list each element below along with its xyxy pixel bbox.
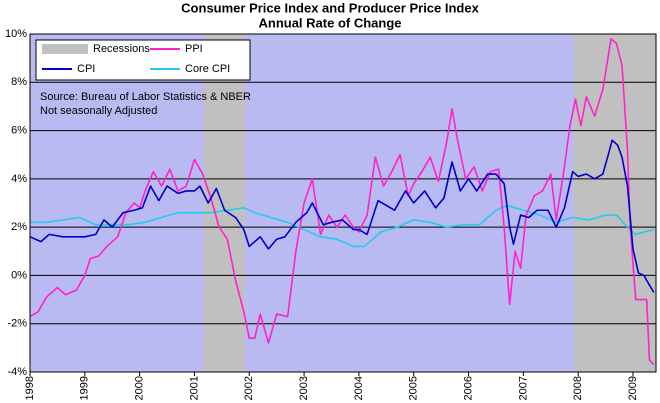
y-tick-label: 0% bbox=[11, 269, 27, 281]
legend-label: Recessions bbox=[93, 43, 150, 55]
legend-swatch bbox=[42, 44, 88, 54]
x-tick-label: 2007 bbox=[517, 376, 529, 400]
plot-area bbox=[30, 34, 656, 372]
y-tick-label: 6% bbox=[11, 124, 27, 136]
y-tick-label: 8% bbox=[11, 76, 27, 88]
y-tick-label: 4% bbox=[11, 173, 27, 185]
x-tick-label: 2006 bbox=[462, 376, 474, 400]
x-tick-label: 2003 bbox=[298, 376, 310, 400]
y-tick-label: 2% bbox=[11, 221, 27, 233]
x-tick-label: 1999 bbox=[79, 376, 91, 400]
legend-label: CPI bbox=[77, 63, 95, 75]
y-tick-label: -4% bbox=[7, 366, 27, 378]
plot-border bbox=[29, 33, 657, 373]
chart-title: Consumer Price Index and Producer Price … bbox=[181, 0, 479, 15]
chart-subtitle: Annual Rate of Change bbox=[258, 15, 401, 30]
annotation: Source: Bureau of Labor Statistics & NBE… bbox=[40, 91, 251, 103]
legend-label: Core CPI bbox=[185, 63, 230, 75]
x-tick-label: 1998 bbox=[24, 376, 36, 400]
y-tick-label: -2% bbox=[7, 318, 27, 330]
recession-band bbox=[203, 34, 245, 372]
recession-band bbox=[573, 34, 656, 372]
series-line bbox=[29, 38, 655, 366]
y-tick-label: 10% bbox=[5, 28, 27, 40]
x-tick-label: 2004 bbox=[353, 376, 365, 400]
x-tick-label: 2005 bbox=[408, 376, 420, 400]
x-tick-label: 2009 bbox=[627, 376, 639, 400]
series-line bbox=[29, 139, 655, 293]
x-tick-label: 2000 bbox=[134, 376, 146, 400]
legend-label: PPI bbox=[185, 43, 203, 55]
x-tick-label: 2001 bbox=[188, 376, 200, 400]
annotation: Not seasonally Adjusted bbox=[40, 105, 157, 117]
series-line bbox=[30, 204, 654, 248]
x-tick-label: 2002 bbox=[243, 376, 255, 400]
x-tick-label: 2008 bbox=[572, 376, 584, 400]
